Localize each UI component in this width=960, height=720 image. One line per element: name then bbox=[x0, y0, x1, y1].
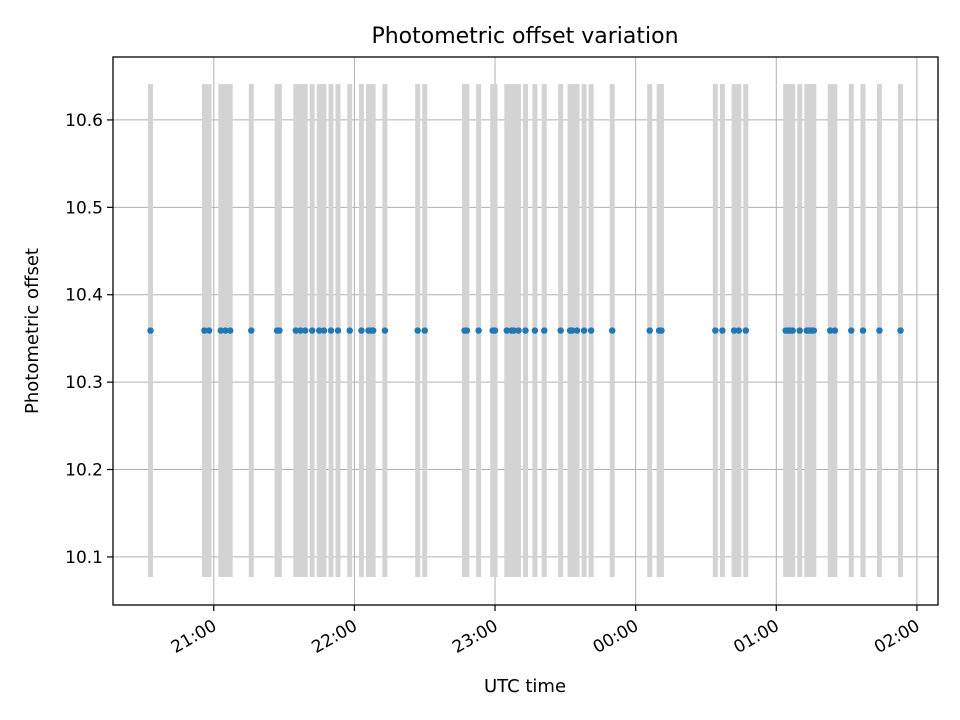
x-tick-label: 23:00 bbox=[449, 616, 501, 658]
x-tick-label: 22:00 bbox=[308, 616, 360, 658]
data-point bbox=[301, 327, 309, 334]
data-point bbox=[848, 327, 855, 334]
data-point bbox=[515, 327, 522, 334]
data-point bbox=[522, 327, 529, 334]
data-point bbox=[346, 327, 353, 334]
data-point bbox=[292, 327, 300, 334]
data-point bbox=[712, 327, 719, 334]
x-axis-ticks: 21:00 22:00 23:00 00:00 01:00 02:00 bbox=[168, 605, 923, 658]
data-point bbox=[557, 327, 564, 334]
data-point bbox=[730, 327, 738, 334]
x-axis-label: UTC time bbox=[484, 676, 566, 697]
data-point bbox=[897, 327, 904, 334]
y-tick-label: 10.1 bbox=[65, 548, 103, 568]
data-points bbox=[147, 327, 904, 334]
data-point bbox=[475, 327, 482, 334]
x-tick-label: 00:00 bbox=[590, 616, 642, 658]
data-point bbox=[327, 327, 335, 334]
data-point bbox=[421, 327, 428, 334]
data-point bbox=[587, 327, 595, 334]
data-point bbox=[222, 327, 229, 334]
data-point bbox=[334, 327, 342, 334]
data-point bbox=[205, 327, 213, 334]
y-tick-label: 10.3 bbox=[65, 373, 103, 393]
chart-title: Photometric offset variation bbox=[371, 24, 678, 49]
y-axis-ticks: 10.1 10.2 10.3 10.4 10.5 10.6 bbox=[65, 111, 113, 568]
data-point bbox=[609, 327, 616, 334]
data-point bbox=[742, 327, 750, 334]
data-point bbox=[276, 327, 283, 334]
data-point bbox=[358, 327, 365, 334]
data-point bbox=[876, 327, 883, 334]
data-point bbox=[541, 327, 548, 334]
data-point bbox=[248, 327, 255, 334]
data-point bbox=[414, 327, 421, 334]
data-point bbox=[463, 327, 471, 334]
data-point bbox=[826, 327, 834, 334]
y-axis-label: Photometric offset bbox=[22, 248, 43, 414]
data-point bbox=[201, 327, 208, 334]
data-point bbox=[510, 327, 517, 334]
y-tick-label: 10.6 bbox=[65, 111, 103, 131]
data-point bbox=[297, 327, 304, 334]
data-point bbox=[580, 327, 588, 334]
data-point bbox=[831, 327, 839, 334]
data-point bbox=[503, 327, 510, 334]
y-tick-label: 10.4 bbox=[65, 286, 103, 306]
data-point bbox=[217, 327, 225, 334]
y-tick-label: 10.5 bbox=[65, 198, 103, 218]
x-tick-label: 02:00 bbox=[871, 616, 923, 658]
data-point bbox=[859, 327, 867, 334]
data-point bbox=[226, 327, 234, 334]
data-point bbox=[309, 327, 316, 334]
data-point bbox=[369, 327, 377, 334]
data-point bbox=[491, 327, 499, 334]
data-point bbox=[810, 327, 817, 334]
x-tick-label: 21:00 bbox=[168, 616, 220, 658]
data-point bbox=[646, 327, 653, 334]
y-tick-label: 10.2 bbox=[65, 461, 103, 481]
plot-frame bbox=[112, 56, 939, 606]
data-point bbox=[735, 327, 742, 334]
data-point bbox=[658, 327, 665, 334]
data-point bbox=[573, 327, 581, 334]
data-point bbox=[719, 327, 726, 334]
data-point bbox=[789, 327, 796, 334]
data-point bbox=[316, 327, 323, 334]
data-point bbox=[531, 327, 539, 334]
data-point bbox=[320, 327, 328, 334]
data-point bbox=[569, 327, 576, 334]
data-point bbox=[381, 327, 389, 334]
x-tick-label: 01:00 bbox=[730, 616, 782, 658]
data-point bbox=[796, 327, 803, 334]
data-point bbox=[147, 327, 154, 334]
